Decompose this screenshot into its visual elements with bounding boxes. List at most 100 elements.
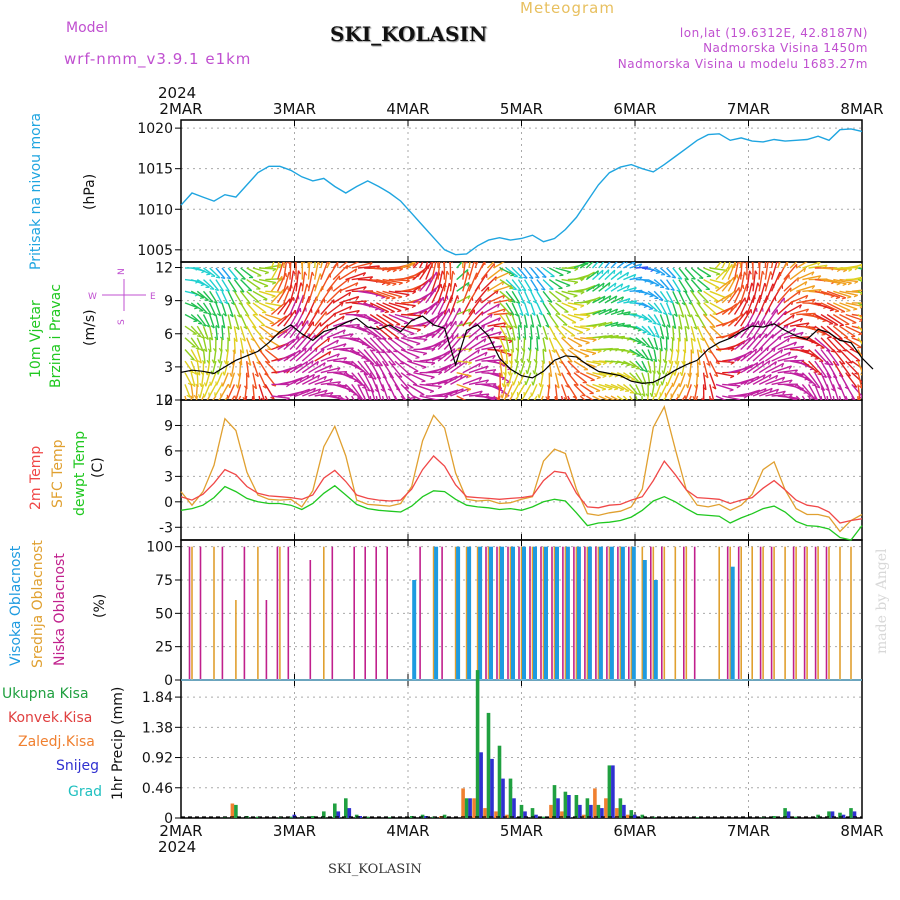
wind-arrow — [721, 289, 736, 304]
wind-arrow — [190, 313, 203, 325]
wind-arrow — [758, 262, 761, 280]
wind-arrow-head — [341, 315, 345, 320]
wind-arrow — [641, 349, 650, 361]
wind-arrow — [468, 393, 490, 397]
wind-arrow — [314, 392, 334, 397]
wind-arrow — [740, 375, 760, 386]
wind-arrow — [672, 267, 683, 280]
wind-arrow — [770, 262, 778, 280]
wind-arrow — [487, 395, 496, 400]
cloud-bar-mid — [751, 546, 753, 680]
wind-arrow — [857, 337, 862, 345]
wind-arrow — [388, 290, 410, 296]
wind-arrow — [677, 384, 686, 399]
wind-arrow — [456, 383, 472, 391]
wind-arrow — [548, 337, 556, 353]
y-tick-label: 6 — [164, 327, 173, 343]
wind-arrow — [666, 372, 674, 387]
wind-arrow-head — [492, 369, 497, 373]
y-tick-label: 9 — [164, 294, 173, 310]
wind-arrow-head — [474, 262, 477, 265]
wind-arrow — [715, 279, 732, 292]
wind-arrow — [511, 384, 520, 397]
wind-arrow — [289, 374, 310, 386]
wind-arrow-head — [729, 389, 734, 392]
wind-arrow-head — [311, 360, 314, 365]
wind-arrow — [554, 337, 565, 352]
model-label: Model — [66, 20, 109, 36]
wind-arrow — [382, 360, 395, 379]
wind-arrow — [197, 267, 211, 275]
wind-arrow — [314, 324, 329, 339]
wind-arrow — [289, 347, 307, 362]
wind-arrow — [536, 267, 547, 278]
wind-arrow — [277, 311, 293, 327]
wind-arrow-head — [401, 413, 405, 415]
wind-arrow-head — [637, 405, 640, 407]
wind-arrow — [709, 360, 719, 377]
wind-arrow-head — [354, 268, 358, 273]
wind-arrow-head — [704, 374, 709, 379]
wind-arrow — [752, 333, 768, 350]
wind-arrow-head — [500, 394, 503, 399]
cloud-bar-mid — [806, 546, 808, 680]
cloud-bar-low — [617, 546, 619, 680]
wind-arrow-head — [704, 301, 709, 304]
wind-arrow — [271, 395, 290, 399]
wind-arrow — [314, 262, 316, 269]
wind-arrow-head — [416, 343, 421, 346]
wind-arrow — [314, 337, 330, 351]
wind-arrow — [684, 290, 693, 305]
wind-arrow — [629, 263, 642, 269]
wind-arrow-head — [643, 369, 648, 373]
wind-arrow-head — [323, 362, 326, 367]
wind-arrow-head — [571, 409, 575, 411]
wind-arrow — [610, 296, 624, 304]
wind-arrow-head — [634, 380, 639, 383]
wind-arrow — [431, 364, 452, 374]
cloud-ylabel-low: Niska Oblacnost — [52, 553, 68, 666]
wind-arrow-head — [203, 348, 208, 353]
x-tick-label-bottom: 5MAR — [500, 822, 543, 840]
y-tick-label: 12 — [155, 393, 173, 409]
wind-arrow — [857, 349, 862, 359]
wind-arrow — [684, 267, 696, 280]
wind-arrow — [202, 314, 211, 328]
wind-arrow-head — [422, 352, 428, 356]
wind-arrow-head — [627, 298, 631, 303]
wind-arrow-head — [692, 395, 696, 400]
wind-arrow — [196, 337, 204, 352]
wind-arrow — [505, 337, 510, 353]
cloud-ylabel-high: Visoka Oblacnost — [8, 545, 24, 666]
wind-arrow-head — [805, 295, 809, 300]
wind-arrow — [369, 360, 382, 380]
wind-arrow-head — [223, 360, 227, 365]
wind-arrow — [764, 335, 782, 351]
wind-arrow — [493, 395, 499, 400]
wind-arrow-head — [817, 373, 822, 376]
wind-arrow — [190, 290, 205, 299]
precip-bar-ukupna — [464, 798, 469, 818]
wind-arrow-head — [660, 381, 663, 386]
wind-arrow-head — [327, 337, 330, 343]
wind-arrow-head — [810, 397, 815, 400]
wind-arrow-head — [596, 270, 600, 275]
wind-arrow — [509, 395, 513, 400]
wind-arrow-head — [821, 333, 826, 336]
cloud-bar-mid — [531, 546, 534, 680]
wind-arrow — [715, 395, 727, 400]
wind-arrow — [709, 395, 711, 400]
wind-arrow — [647, 290, 659, 299]
wind-arrow — [246, 279, 261, 290]
wind-arrow — [561, 278, 578, 283]
precip-bar-snijeg — [523, 811, 527, 818]
temp-ylabel-sfc: SFC Temp — [50, 439, 66, 508]
wind-arrow — [209, 279, 220, 292]
wind-arrow-head — [392, 269, 397, 273]
wind-arrow — [499, 360, 503, 378]
wind-arrow-head — [697, 289, 702, 292]
wind-arrow — [641, 313, 653, 323]
wind-arrow-head — [254, 301, 260, 303]
wind-arrow — [487, 322, 507, 327]
precip-bar-ukupna — [695, 817, 699, 818]
